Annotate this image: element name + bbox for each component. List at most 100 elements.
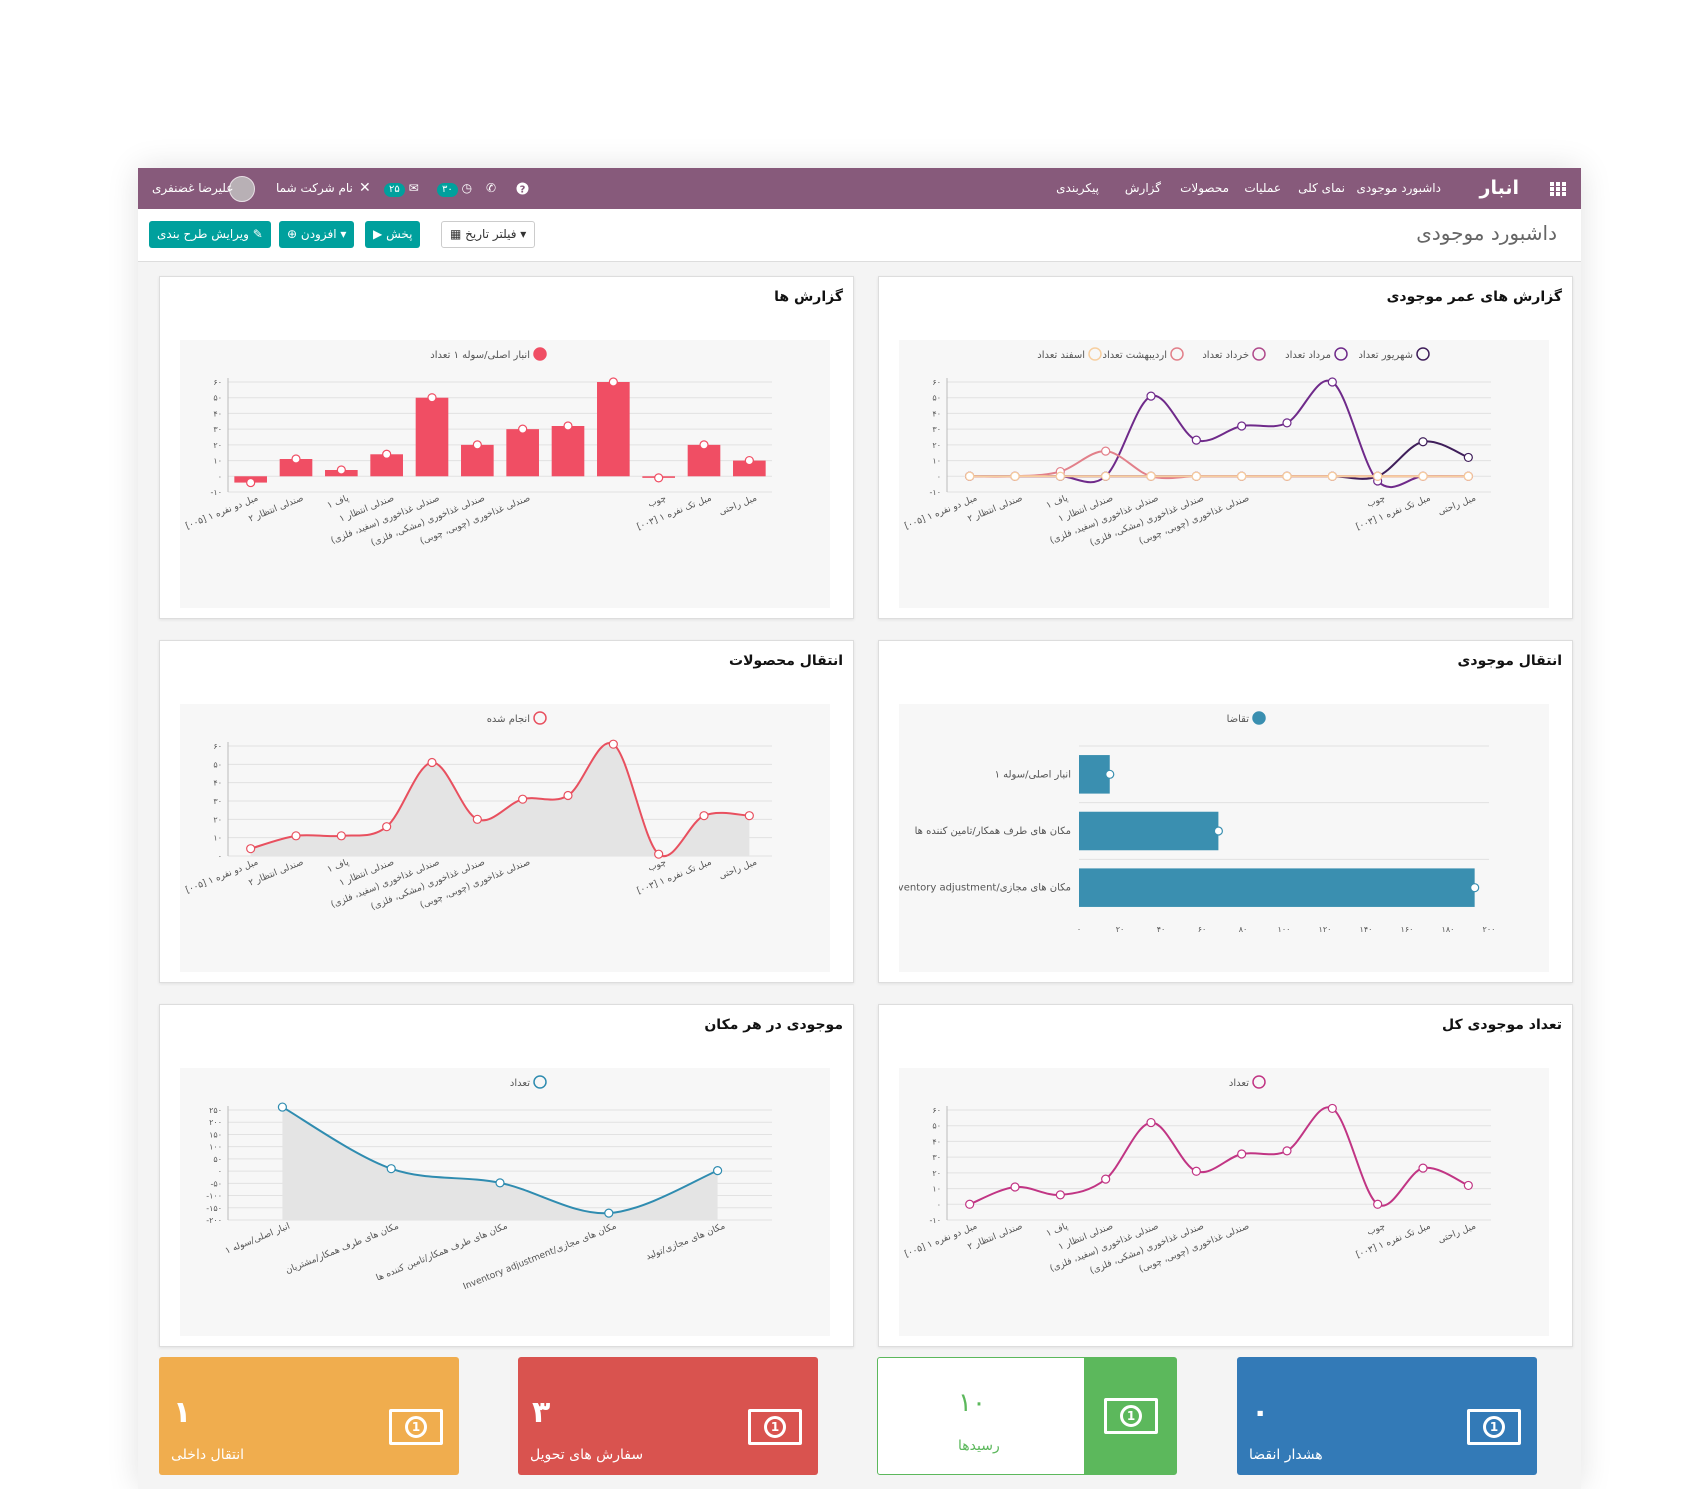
card-title-stock-transfer: انتقال موجودی [1457, 653, 1562, 669]
tile-internal-transfer[interactable]: 1 ۱ انتقال داخلی [159, 1357, 459, 1475]
x-tick-label: [۰۰۵] مبل دو نفره ۱ [903, 493, 979, 531]
play-button[interactable]: پخش ▶ [365, 221, 421, 248]
x-tick-label: ۱۴۰ [1360, 925, 1373, 934]
y-tick-label: ۶۰ [213, 378, 222, 387]
tile-value: ۱ [173, 1395, 192, 1430]
data-point [518, 424, 528, 434]
tile-delivery-orders[interactable]: 1 ۳ سفارش های تحویل [518, 1357, 818, 1475]
series-line [969, 1106, 1469, 1207]
y-tick-label: ۲۰ [932, 441, 941, 450]
stock-transfer-chart: ۰ ۲۰ ۴۰ ۶۰ ۸۰ ۱۰۰ ۱۲۰ ۱۴۰ ۱۶۰ ۱۸۰ ۲۰۰ انبار اصلی/سو… [899, 711, 1496, 934]
menu-configuration[interactable]: پیکربندی [1056, 181, 1099, 195]
y-tick-label: ۱۵۰ [209, 1130, 222, 1139]
plot-area: -۲۰۰ -۱۵۰ -۱۰۰ -۵۰ ۰ ۵۰ ۱۰۰ ۱۵۰ ۲۰۰ ۲۵۰ انبار اصلی… [180, 1068, 830, 1336]
legend-label: انجام شده [487, 714, 530, 725]
data-point [472, 440, 482, 450]
y-tick-label: مکان های طرف همکار/تامین کننده ها [915, 826, 1071, 837]
y-tick-label: ۰ [218, 472, 222, 481]
menu-overview[interactable]: نمای کلی [1298, 181, 1345, 195]
messages-icon[interactable]: ۲۵ ✉ [384, 168, 419, 209]
legend-label: مرداد تعداد [1285, 350, 1331, 361]
y-tick-label: -۱۰ [930, 1216, 941, 1225]
tile-expiry-alert[interactable]: 1 ۰ هشدار انقضا [1237, 1357, 1537, 1475]
y-tick-label: ۴۰ [932, 409, 941, 418]
tile-value: ۰ [1251, 1395, 1270, 1430]
data-point [291, 454, 301, 464]
data-point [1055, 471, 1065, 481]
x-tick-label: مبل راحتی [718, 857, 759, 881]
legend-label: تعداد [510, 1078, 530, 1089]
company-name[interactable]: نام شرکت شما [276, 181, 353, 195]
legend-swatch [1334, 347, 1348, 361]
legend-label: اسفند تعداد [1037, 350, 1085, 361]
y-tick-label: ۱۰ [213, 834, 222, 843]
data-point [1055, 1190, 1065, 1200]
card-title-aging: گزارش های عمر موجودی [1386, 289, 1562, 305]
menu-inventory-dashboard[interactable]: داشبورد موجودی [1356, 181, 1442, 195]
y-tick-label: ۱۰ [213, 457, 222, 466]
app-brand[interactable]: انبار [1479, 177, 1519, 199]
y-tick-label: -۵۰ [211, 1179, 222, 1188]
data-point [1418, 471, 1428, 481]
data-point [1463, 1180, 1473, 1191]
x-tick-label: [۰۰۵] مبل دو نفره ۱ [184, 857, 260, 895]
data-point [246, 477, 256, 488]
data-point [1010, 471, 1020, 481]
legend-label: انبار اصلی/سوله ۱ تعداد [430, 350, 530, 361]
close-icon[interactable]: ✕ [359, 180, 371, 196]
user-name[interactable]: علیرضا غضنفری [152, 181, 234, 195]
tile-label: انتقال داخلی [171, 1447, 245, 1463]
data-point [744, 811, 754, 821]
card-title-stock-per-location: موجودی در هر مکان [704, 1017, 843, 1033]
data-point [965, 471, 975, 481]
menu-reporting[interactable]: گزارش [1124, 181, 1161, 195]
plot-area: ۰ ۲۰ ۴۰ ۶۰ ۸۰ ۱۰۰ ۱۲۰ ۱۴۰ ۱۶۰ ۱۸۰ ۲۰۰ انبار اصلی/سو… [899, 704, 1549, 972]
stock-per-location-chart: -۲۰۰ -۱۵۰ -۱۰۰ -۵۰ ۰ ۵۰ ۱۰۰ ۱۵۰ ۲۰۰ ۲۵۰ انبار اصلی… [206, 1075, 772, 1292]
menu-products[interactable]: محصولات [1180, 181, 1229, 195]
data-point [1463, 452, 1473, 463]
data-point [1105, 769, 1115, 779]
y-tick-label: ۵۰ [932, 394, 941, 403]
x-tick-label: ۱۸۰ [1442, 925, 1455, 934]
data-point [654, 849, 664, 859]
messages-badge: ۲۵ [384, 183, 405, 197]
plot-area: -۱۰ ۰ ۱۰ ۲۰ ۳۰ ۴۰ ۵۰ ۶۰ [۰۰۵] مبل دو نفره ۱ صندلی… [899, 340, 1549, 608]
data-point [1191, 1166, 1201, 1176]
data-point [1373, 471, 1383, 481]
menu-operations[interactable]: عملیات [1244, 181, 1281, 195]
y-tick-label: ۱۰ [932, 1185, 941, 1194]
data-point [1282, 471, 1292, 481]
bar [279, 459, 313, 477]
apps-menu-icon[interactable] [1549, 168, 1567, 209]
user-avatar[interactable] [229, 176, 255, 202]
x-tick-label: ۴۰ [1157, 925, 1166, 934]
bar [415, 397, 449, 477]
legend-swatch [1252, 711, 1266, 725]
phone-icon[interactable]: ✆ [486, 181, 497, 195]
y-tick-label: ۴۰ [932, 1137, 941, 1146]
x-tick-label: [۰۰۵] مبل دو نفره ۱ [903, 1221, 979, 1259]
date-filter-button[interactable]: ▾ فیلتر تاریخ ▦ [441, 221, 536, 248]
data-point [608, 377, 618, 387]
y-tick-label: -۱۰۰ [206, 1192, 222, 1201]
help-icon[interactable]: ? [516, 168, 529, 209]
x-tick-label: ۲۰۰ [1483, 925, 1496, 934]
data-point [291, 831, 301, 841]
activities-icon[interactable]: ۳۰ ◷ [437, 168, 472, 209]
x-tick-label: انبار اصلی/سوله ۱ [224, 1222, 292, 1257]
y-tick-label: ۶۰ [932, 1106, 941, 1115]
add-button[interactable]: ▾ افزودن ⊕ [279, 221, 355, 248]
data-point [1237, 421, 1247, 431]
x-tick-label: پاف ۱ [1045, 1221, 1070, 1239]
edit-layout-button[interactable]: ✎ ویرایش طرح بندی [149, 221, 271, 248]
data-point [472, 814, 482, 824]
x-tick-label: چوب [1366, 494, 1387, 510]
tile-receipts[interactable]: 1 ۱۰ رسیدها [877, 1357, 1177, 1475]
plus-icon: ⊕ [287, 227, 298, 241]
data-point [1146, 471, 1156, 481]
chart-card-stock-per-location: موجودی در هر مکان -۲۰۰ -۱۵۰ -۱۰۰ -۵۰ ۰ ۵۰ ۱۰۰ ۱… [159, 1004, 854, 1347]
legend-swatch [533, 711, 547, 725]
plot-area: -۱۰ ۰ ۱۰ ۲۰ ۳۰ ۴۰ ۵۰ ۶۰ [۰۰۵] مبل دو نفره ۱ صندلی… [899, 1068, 1549, 1336]
